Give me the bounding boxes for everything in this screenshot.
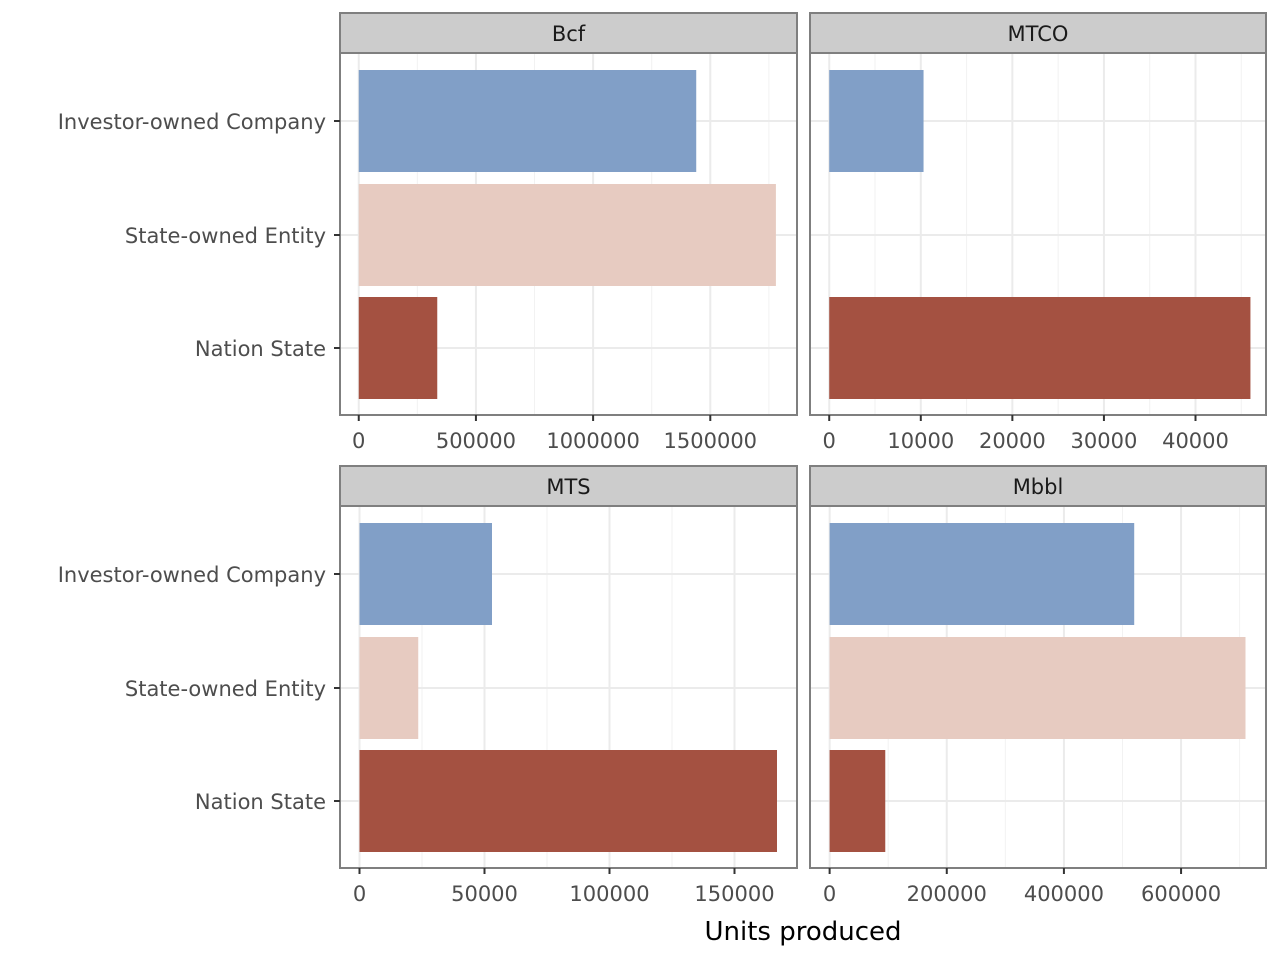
x-tick-label-mtco: 10000 [887, 429, 954, 453]
strip-mts [339, 465, 798, 507]
category-label-nation-state: Nation State [195, 337, 326, 361]
x-tick-label-bcf: 1500000 [664, 429, 758, 453]
x-tick-label-bcf: 0 [352, 429, 365, 453]
x-tick-label-bcf: 1000000 [546, 429, 640, 453]
bar-bcf-state-owned-entity [358, 184, 776, 286]
bar-mtco-nation-state [829, 297, 1251, 399]
x-tick-label-mtco: 20000 [979, 429, 1046, 453]
x-tick-label-mts: 100000 [569, 882, 649, 906]
x-tick-label-mbbl: 0 [823, 882, 836, 906]
category-label-state-owned-entity: State-owned Entity [125, 677, 326, 701]
category-label-investor-owned-company: Investor-owned Company [58, 563, 326, 587]
bar-mbbl-investor-owned-company [829, 523, 1135, 625]
bar-bcf-investor-owned-company [358, 70, 697, 172]
strip-bcf [339, 12, 798, 54]
bar-mbbl-state-owned-entity [829, 637, 1246, 739]
x-tick-label-mtco: 30000 [1071, 429, 1138, 453]
x-tick-label-mbbl: 200000 [907, 882, 987, 906]
x-tick-label-mts: 150000 [694, 882, 774, 906]
bar-mts-state-owned-entity [359, 637, 419, 739]
x-axis-title: Units produced [704, 917, 901, 947]
strip-mbbl [809, 465, 1267, 507]
bar-mts-nation-state [359, 750, 777, 852]
x-tick-label-mts: 0 [353, 882, 366, 906]
category-label-state-owned-entity: State-owned Entity [125, 224, 326, 248]
bar-mbbl-nation-state [829, 750, 886, 852]
bar-bcf-nation-state [358, 297, 438, 399]
x-tick-label-bcf: 500000 [436, 429, 516, 453]
x-tick-label-mts: 50000 [451, 882, 518, 906]
category-label-nation-state: Nation State [195, 790, 326, 814]
x-tick-label-mbbl: 400000 [1024, 882, 1104, 906]
x-tick-label-mtco: 0 [823, 429, 836, 453]
x-tick-label-mtco: 40000 [1162, 429, 1229, 453]
bar-mts-investor-owned-company [359, 523, 492, 625]
strip-mtco [809, 12, 1267, 54]
category-label-investor-owned-company: Investor-owned Company [58, 110, 326, 134]
strip-label-mtco: MTCO [1008, 22, 1069, 46]
x-tick-label-mbbl: 600000 [1141, 882, 1221, 906]
strip-label-mts: MTS [546, 475, 590, 499]
strip-label-mbbl: Mbbl [1013, 475, 1064, 499]
bar-mtco-investor-owned-company [829, 70, 924, 172]
strip-label-bcf: Bcf [552, 22, 586, 46]
